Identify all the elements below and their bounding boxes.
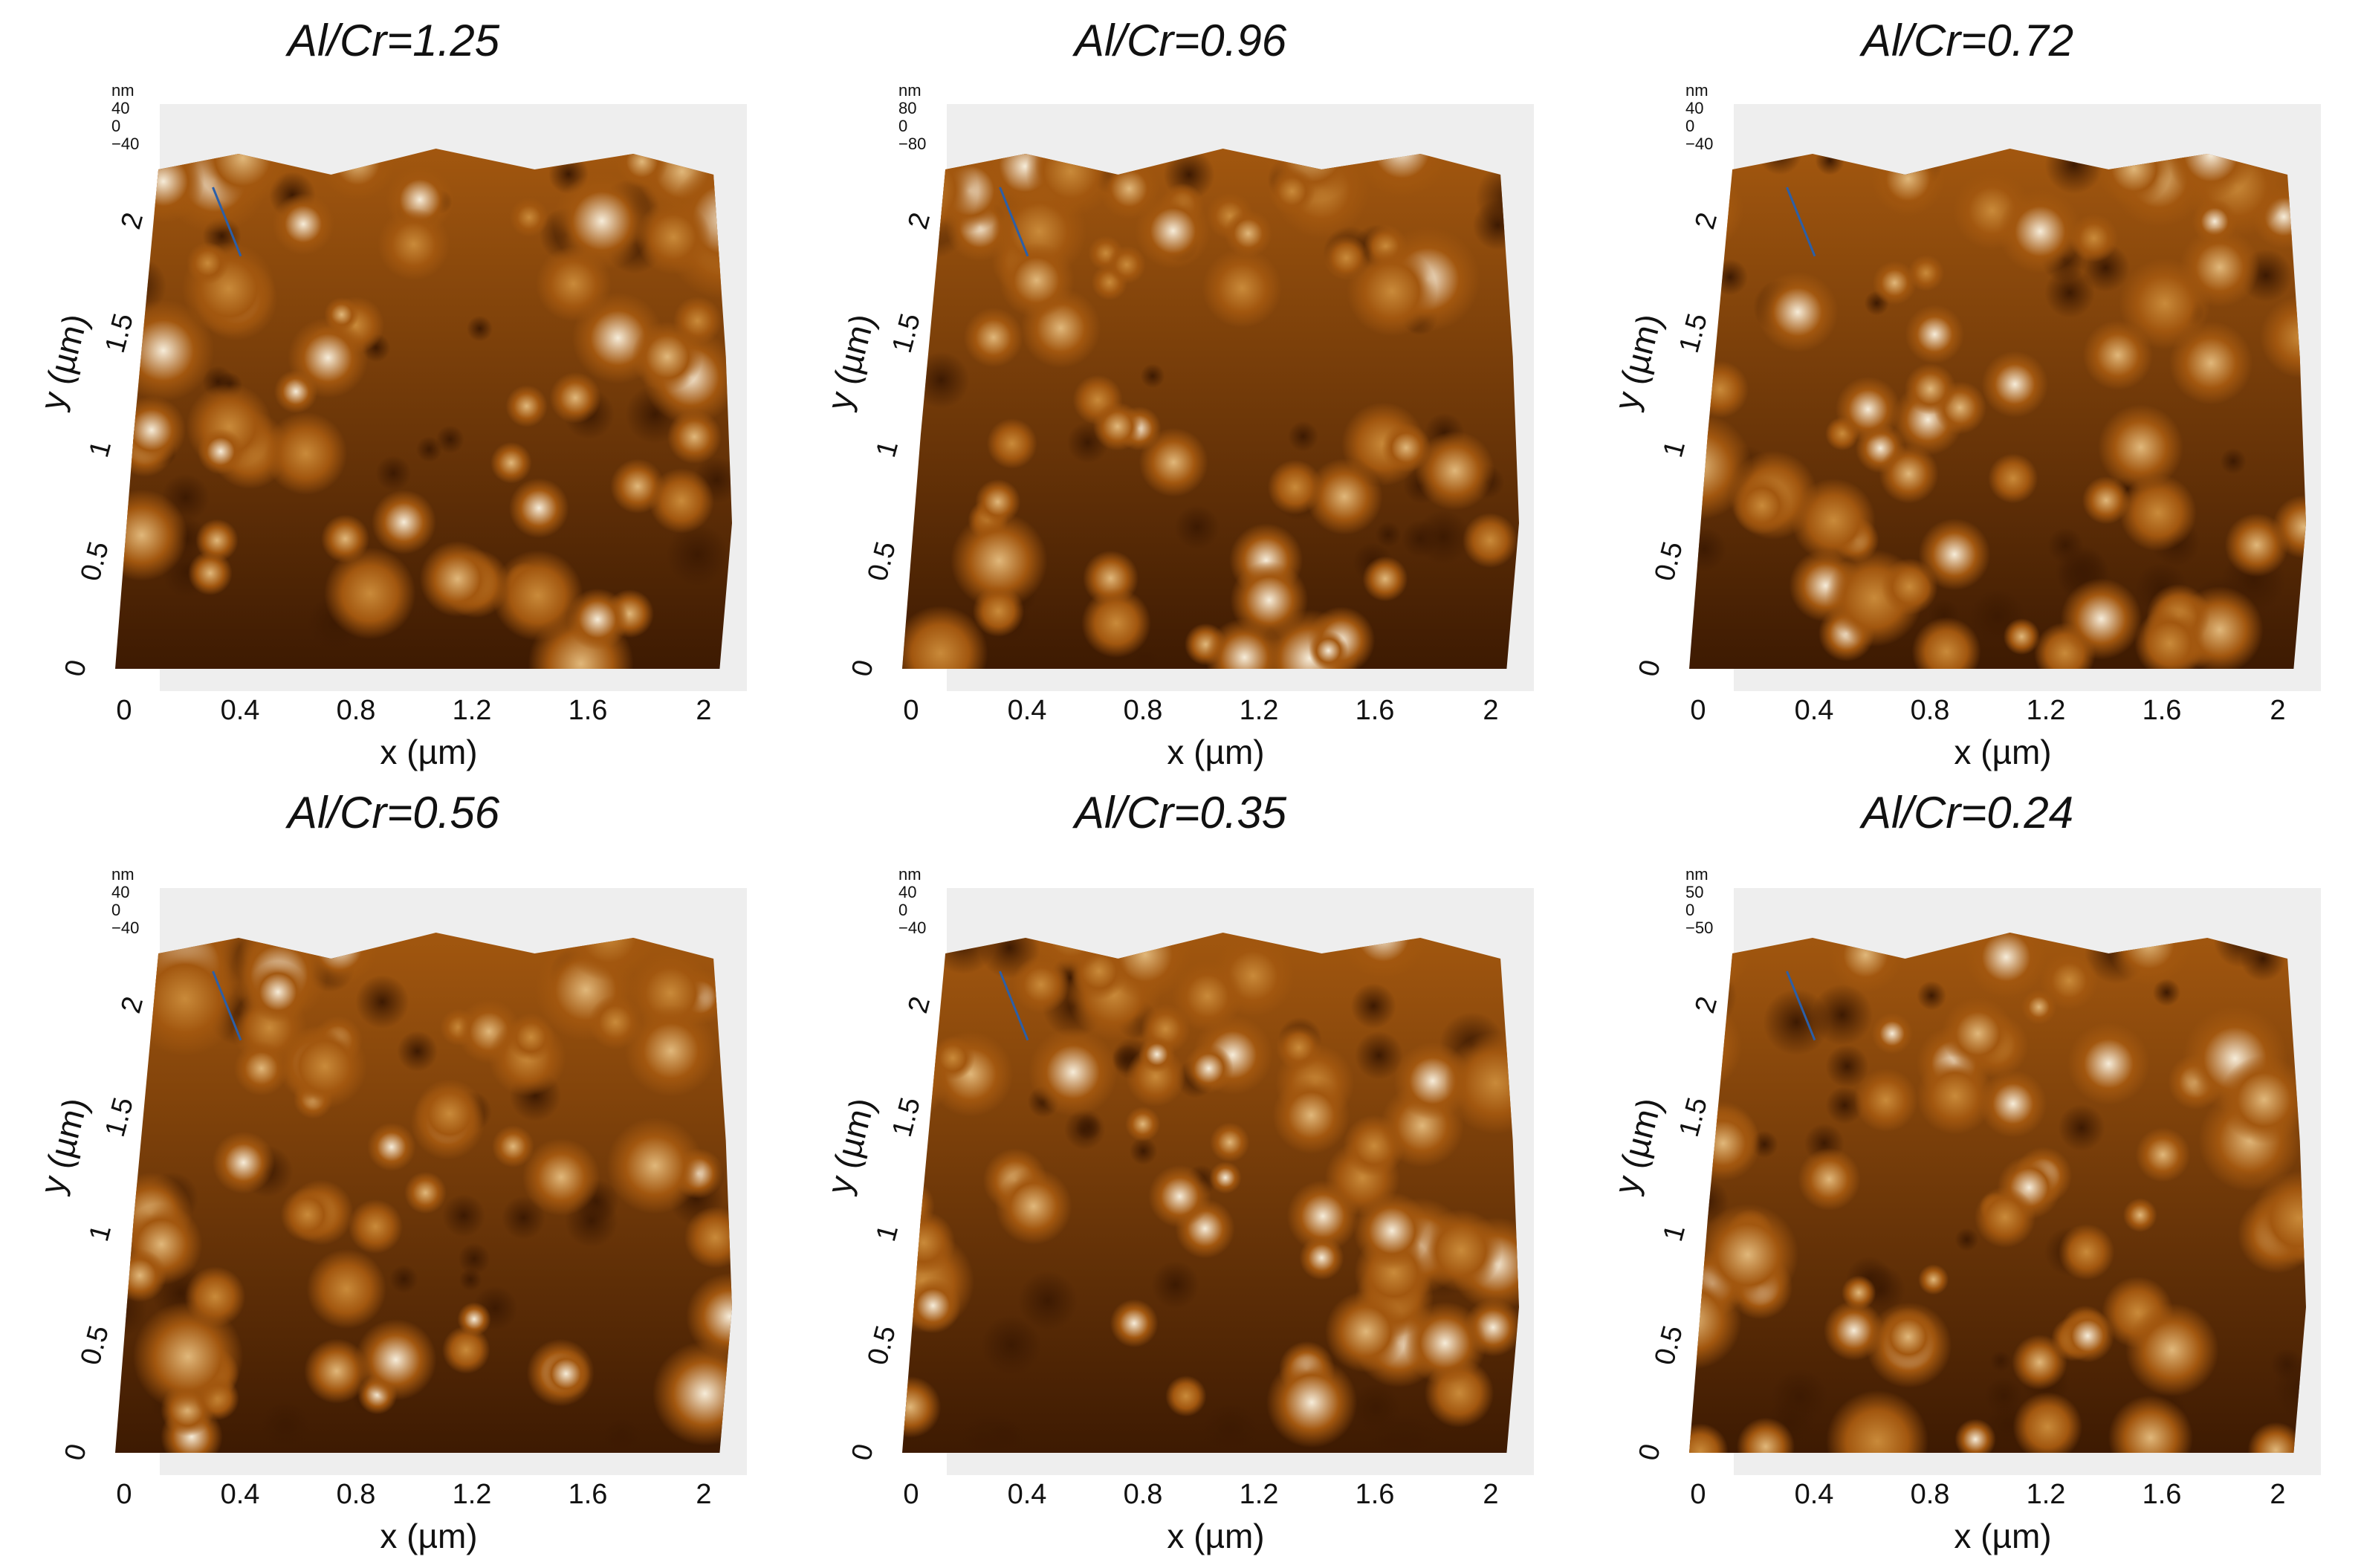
x-axis-label: x (µm) bbox=[380, 1517, 478, 1555]
x-tick: 1.6 bbox=[568, 1479, 608, 1510]
x-tick: 1.6 bbox=[568, 695, 608, 726]
x-tick: 0.4 bbox=[220, 1479, 260, 1510]
x-tick: 1.6 bbox=[1355, 695, 1395, 726]
panel-title: Al/Cr=0.24 bbox=[1861, 788, 2074, 838]
panel-title: Al/Cr=0.56 bbox=[287, 788, 500, 838]
z-tick: −80 bbox=[898, 135, 927, 153]
afm-plot bbox=[843, 97, 1534, 691]
x-tick: 0.8 bbox=[336, 1479, 376, 1510]
z-scale: nm 40 0 −40 bbox=[898, 866, 926, 937]
z-unit: nm bbox=[1685, 865, 1709, 884]
x-tick: 1.2 bbox=[1239, 1479, 1279, 1510]
z-tick: 50 bbox=[1685, 883, 1704, 901]
x-tick: 0 bbox=[903, 1479, 919, 1510]
x-tick: 1.2 bbox=[1239, 695, 1279, 726]
afm-surface bbox=[115, 149, 732, 669]
x-tick: 1.6 bbox=[2142, 695, 2182, 726]
panel: Al/Cr=1.25 nm 40 0 −40 0 0.4 0.8 1.2 1.6… bbox=[0, 0, 787, 784]
panel: Al/Cr=0.72 nm 40 0 −40 0 0.4 0.8 1.2 1.6… bbox=[1574, 0, 2361, 784]
x-tick: 1.6 bbox=[2142, 1479, 2182, 1510]
x-tick: 0.8 bbox=[1123, 695, 1163, 726]
x-tick: 1.2 bbox=[452, 1479, 492, 1510]
z-unit: nm bbox=[111, 865, 135, 884]
panel-title: Al/Cr=0.72 bbox=[1861, 16, 2074, 65]
x-tick: 0 bbox=[116, 695, 132, 726]
x-tick: 2 bbox=[2270, 1479, 2286, 1510]
x-axis-label: x (µm) bbox=[1954, 733, 2052, 771]
z-scale: nm 40 0 −40 bbox=[111, 866, 139, 937]
z-scale: nm 80 0 −80 bbox=[898, 82, 926, 153]
x-tick: 0.4 bbox=[1794, 695, 1834, 726]
z-scale: nm 50 0 −50 bbox=[1685, 866, 1713, 937]
z-unit: nm bbox=[111, 81, 135, 100]
z-tick: 40 bbox=[898, 883, 917, 901]
x-tick: 2 bbox=[696, 695, 712, 726]
panel: Al/Cr=0.35 nm 40 0 −40 0 0.4 0.8 1.2 1.6… bbox=[787, 784, 1574, 1568]
z-tick: −40 bbox=[898, 919, 927, 937]
z-tick: 0 bbox=[898, 117, 908, 135]
afm-surface bbox=[115, 933, 732, 1453]
z-tick: 0 bbox=[1685, 901, 1695, 919]
x-axis-label: x (µm) bbox=[1954, 1517, 2052, 1555]
x-tick: 2 bbox=[1483, 695, 1499, 726]
z-tick: 40 bbox=[111, 883, 130, 901]
x-tick: 0.4 bbox=[1794, 1479, 1834, 1510]
z-scale: nm 40 0 −40 bbox=[111, 82, 139, 153]
z-tick: −40 bbox=[1685, 135, 1714, 153]
x-axis-label: x (µm) bbox=[380, 733, 478, 771]
z-tick: 0 bbox=[111, 117, 121, 135]
x-tick: 1.6 bbox=[1355, 1479, 1395, 1510]
x-tick: 2 bbox=[1483, 1479, 1499, 1510]
x-tick: 0 bbox=[116, 1479, 132, 1510]
z-tick: 40 bbox=[111, 99, 130, 117]
afm-surface bbox=[1689, 933, 2306, 1453]
z-unit: nm bbox=[1685, 81, 1709, 100]
x-tick: 0.8 bbox=[1123, 1479, 1163, 1510]
x-tick: 1.2 bbox=[452, 695, 492, 726]
z-tick: −40 bbox=[111, 919, 140, 937]
panel-title: Al/Cr=1.25 bbox=[287, 16, 500, 65]
afm-plot bbox=[1630, 881, 2321, 1475]
x-tick: 2 bbox=[696, 1479, 712, 1510]
afm-plot bbox=[56, 97, 747, 691]
x-tick: 0 bbox=[903, 695, 919, 726]
z-tick: 0 bbox=[111, 901, 121, 919]
z-scale: nm 40 0 −40 bbox=[1685, 82, 1713, 153]
x-axis-label: x (µm) bbox=[1167, 1517, 1265, 1555]
afm-surface bbox=[1689, 149, 2306, 669]
panel-title: Al/Cr=0.35 bbox=[1074, 788, 1287, 838]
x-tick: 0.8 bbox=[336, 695, 376, 726]
afm-surface bbox=[902, 933, 1519, 1453]
afm-plot bbox=[843, 881, 1534, 1475]
panel-title: Al/Cr=0.96 bbox=[1074, 16, 1287, 65]
afm-surface bbox=[902, 149, 1519, 669]
panel: Al/Cr=0.56 nm 40 0 −40 0 0.4 0.8 1.2 1.6… bbox=[0, 784, 787, 1568]
z-tick: 0 bbox=[1685, 117, 1695, 135]
z-tick: 0 bbox=[898, 901, 908, 919]
z-tick: −50 bbox=[1685, 919, 1714, 937]
z-tick: 80 bbox=[898, 99, 917, 117]
x-tick: 0 bbox=[1690, 1479, 1706, 1510]
x-tick: 1.2 bbox=[2026, 695, 2066, 726]
z-unit: nm bbox=[898, 81, 922, 100]
x-tick: 0 bbox=[1690, 695, 1706, 726]
afm-plot bbox=[56, 881, 747, 1475]
z-tick: −40 bbox=[111, 135, 140, 153]
x-tick: 0.4 bbox=[1007, 695, 1047, 726]
panel: Al/Cr=0.24 nm 50 0 −50 0 0.4 0.8 1.2 1.6… bbox=[1574, 784, 2361, 1568]
x-tick: 0.4 bbox=[1007, 1479, 1047, 1510]
z-unit: nm bbox=[898, 865, 922, 884]
afm-plot bbox=[1630, 97, 2321, 691]
x-tick: 2 bbox=[2270, 695, 2286, 726]
x-tick: 0.8 bbox=[1910, 1479, 1950, 1510]
panel: Al/Cr=0.96 nm 80 0 −80 0 0.4 0.8 1.2 1.6… bbox=[787, 0, 1574, 784]
x-axis-label: x (µm) bbox=[1167, 733, 1265, 771]
x-tick: 1.2 bbox=[2026, 1479, 2066, 1510]
x-tick: 0.4 bbox=[220, 695, 260, 726]
z-tick: 40 bbox=[1685, 99, 1704, 117]
x-tick: 0.8 bbox=[1910, 695, 1950, 726]
